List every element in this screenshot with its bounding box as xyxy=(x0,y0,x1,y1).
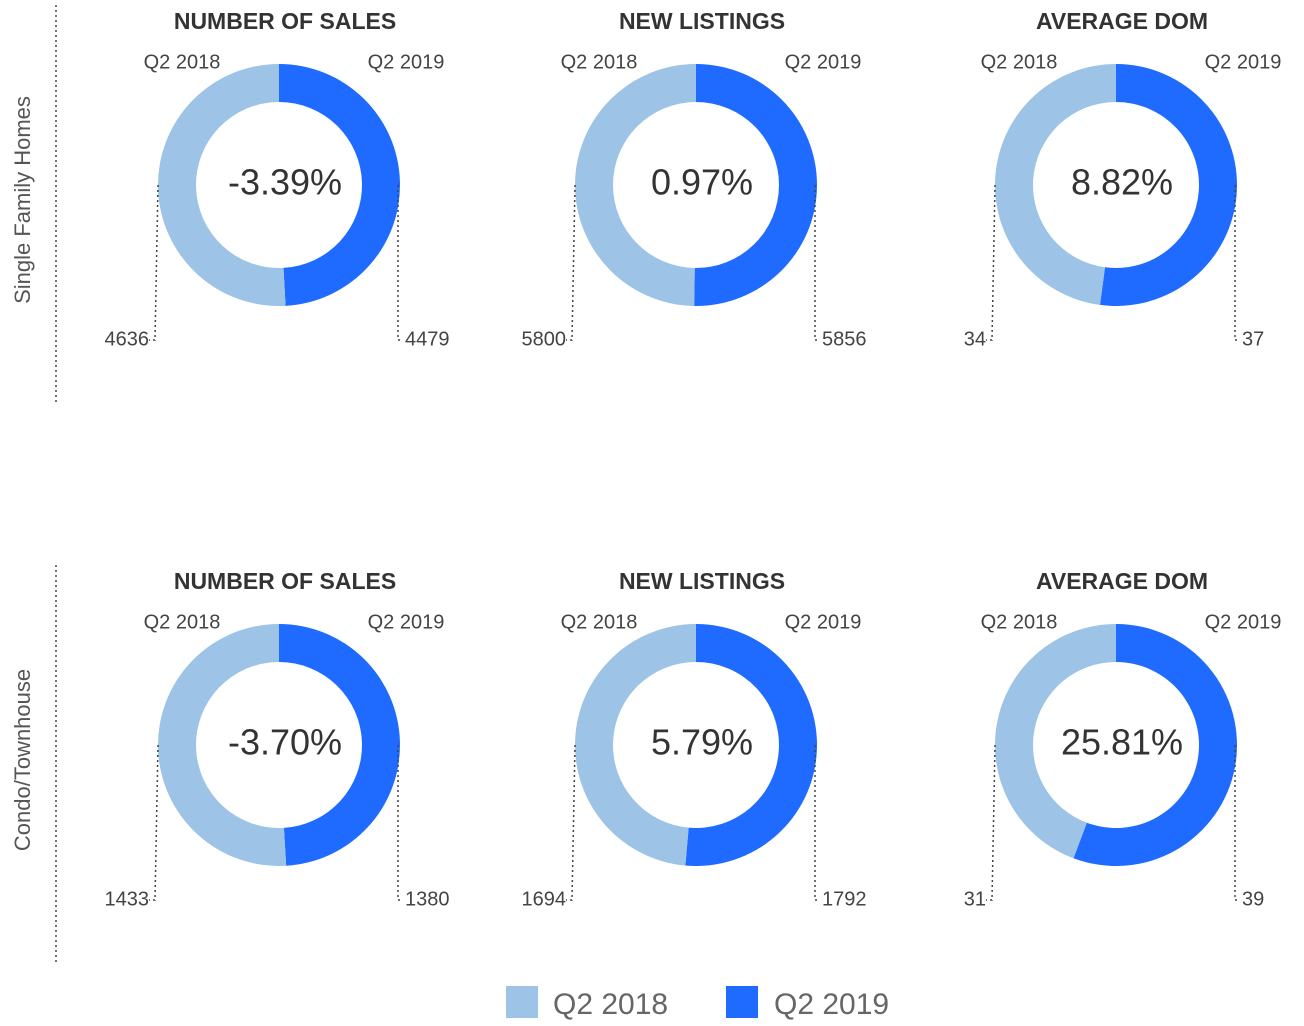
chart-title: NEW LISTINGS xyxy=(619,8,785,34)
row-label: Condo/Townhouse xyxy=(10,669,35,851)
center-label: -3.39% xyxy=(228,162,342,203)
donut-segment xyxy=(995,624,1116,859)
chart-title: NUMBER OF SALES xyxy=(174,568,396,594)
value-label: 1694 xyxy=(522,888,567,910)
leader-line xyxy=(814,185,819,341)
value-label: 39 xyxy=(1242,888,1264,910)
donut-segment xyxy=(279,624,400,866)
value-label: 5800 xyxy=(522,328,567,350)
value-label: 4479 xyxy=(405,328,450,350)
leader-line xyxy=(986,744,996,901)
donut-segment xyxy=(694,64,818,307)
leader-line xyxy=(814,745,819,901)
legend-label: Q2 2019 xyxy=(774,988,889,1021)
leader-line xyxy=(1234,745,1239,901)
leader-line xyxy=(149,184,159,341)
value-label: 34 xyxy=(964,328,986,350)
center-label: 0.97% xyxy=(651,162,753,203)
chart-title: NUMBER OF SALES xyxy=(174,8,396,34)
category-label: Q2 2019 xyxy=(368,51,445,73)
category-label: Q2 2018 xyxy=(561,51,638,73)
center-label: -3.70% xyxy=(228,722,342,763)
donut-segment xyxy=(157,623,287,867)
category-label: Q2 2018 xyxy=(144,611,221,633)
category-label: Q2 2018 xyxy=(981,611,1058,633)
leader-line xyxy=(566,184,576,341)
legend-label: Q2 2018 xyxy=(553,988,668,1021)
leader-line xyxy=(397,185,402,341)
value-label: 4636 xyxy=(105,328,150,350)
chart-title: AVERAGE DOM xyxy=(1036,568,1208,594)
row-label: Single Family Homes xyxy=(10,96,35,304)
leader-line xyxy=(986,184,996,341)
donut-segment xyxy=(158,64,286,306)
legend-swatch xyxy=(506,986,538,1018)
value-label: 1433 xyxy=(105,888,150,910)
value-label: 1792 xyxy=(822,888,867,910)
category-label: Q2 2019 xyxy=(785,611,862,633)
center-label: 8.82% xyxy=(1071,162,1173,203)
center-label: 5.79% xyxy=(651,722,753,763)
donut-segment xyxy=(575,64,696,306)
value-label: 37 xyxy=(1242,328,1264,350)
value-label: 5856 xyxy=(822,328,867,350)
donut-segment xyxy=(279,64,401,306)
center-label: 25.81% xyxy=(1061,722,1183,763)
category-label: Q2 2019 xyxy=(1205,51,1282,73)
category-label: Q2 2019 xyxy=(368,611,445,633)
donut-segment xyxy=(1073,624,1238,867)
value-label: 1380 xyxy=(405,888,450,910)
chart-title: NEW LISTINGS xyxy=(619,568,785,594)
donut-segment xyxy=(995,64,1116,305)
category-label: Q2 2018 xyxy=(981,51,1058,73)
leader-line xyxy=(149,744,159,901)
category-label: Q2 2018 xyxy=(561,611,638,633)
category-label: Q2 2019 xyxy=(785,51,862,73)
leader-line xyxy=(1234,185,1239,341)
value-label: 31 xyxy=(964,888,986,910)
donut-segment xyxy=(1099,64,1237,307)
category-label: Q2 2018 xyxy=(144,51,221,73)
category-label: Q2 2019 xyxy=(1205,611,1282,633)
donut-segment xyxy=(575,624,696,866)
donut-segment xyxy=(685,624,818,866)
legend-swatch xyxy=(726,986,758,1018)
leader-line xyxy=(566,744,576,901)
leader-line xyxy=(397,745,402,901)
chart-title: AVERAGE DOM xyxy=(1036,8,1208,34)
